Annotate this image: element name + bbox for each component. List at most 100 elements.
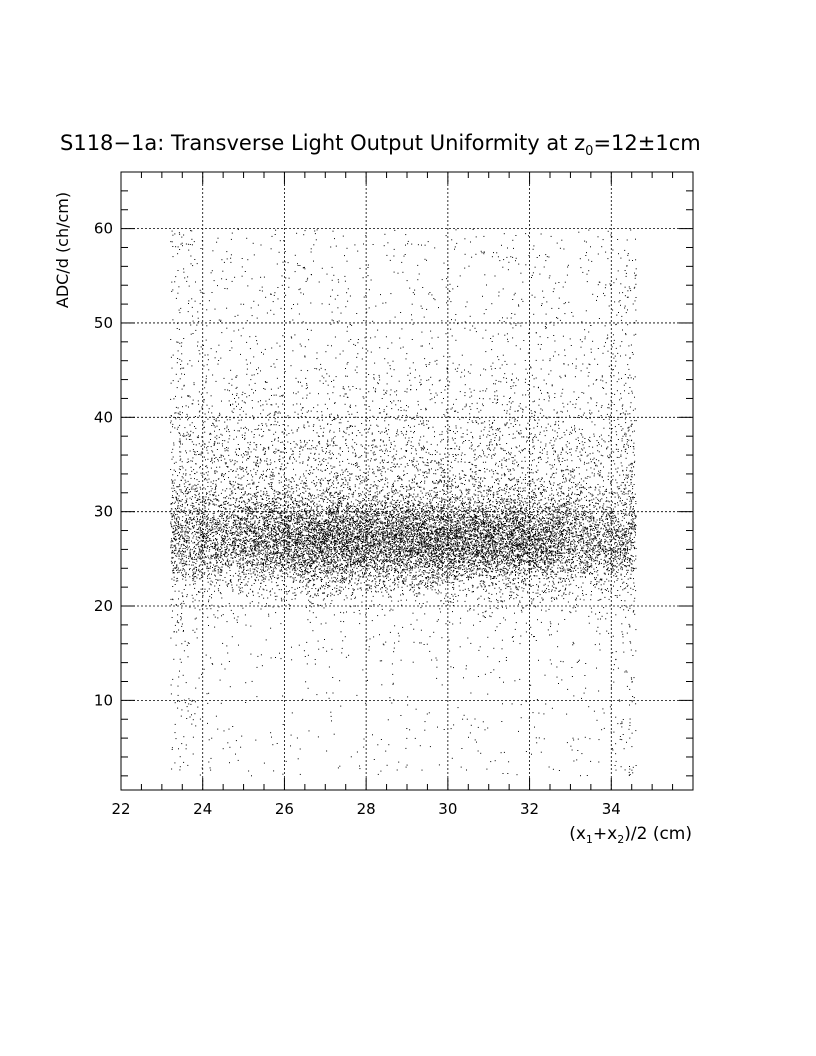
data-point: [618, 486, 620, 488]
data-point: [472, 523, 474, 525]
data-point: [174, 281, 176, 283]
data-point: [293, 508, 295, 510]
data-point: [438, 529, 440, 530]
data-point: [580, 567, 582, 569]
data-point: [494, 533, 496, 535]
data-point: [476, 505, 478, 507]
data-point: [509, 536, 511, 538]
data-point: [419, 555, 421, 557]
data-point: [356, 525, 358, 526]
data-point: [279, 522, 281, 524]
data-point: [208, 408, 210, 410]
data-point: [414, 737, 416, 739]
data-point: [374, 555, 376, 557]
data-point: [470, 408, 472, 410]
data-point: [459, 535, 461, 537]
data-point: [581, 341, 583, 343]
data-point: [230, 553, 232, 555]
data-point: [273, 475, 275, 477]
data-point: [302, 504, 303, 506]
data-point: [513, 501, 515, 503]
data-point: [192, 403, 194, 405]
data-point: [190, 554, 192, 556]
data-point: [348, 558, 350, 560]
data-point: [171, 513, 173, 515]
data-point: [627, 476, 629, 478]
data-point: [436, 535, 438, 537]
data-point: [530, 512, 532, 513]
data-point: [513, 463, 515, 465]
data-point: [464, 484, 466, 485]
data-point: [474, 560, 476, 562]
data-point: [346, 549, 348, 551]
data-point: [606, 630, 608, 632]
data-point: [327, 566, 329, 568]
data-point: [175, 395, 176, 397]
data-point: [241, 530, 243, 532]
data-point: [547, 497, 549, 499]
data-point: [428, 547, 430, 549]
data-point: [530, 367, 532, 369]
data-point: [557, 528, 559, 530]
data-point: [572, 403, 574, 405]
data-point: [305, 512, 306, 514]
data-point: [358, 549, 360, 551]
data-point: [270, 462, 272, 464]
data-point: [433, 550, 434, 552]
data-point: [320, 428, 322, 430]
data-point: [452, 602, 454, 603]
data-point: [523, 530, 525, 532]
data-point: [338, 422, 340, 424]
data-point: [409, 287, 411, 289]
data-point: [623, 529, 625, 531]
data-point: [350, 566, 352, 568]
data-point: [171, 281, 173, 283]
data-point: [373, 485, 375, 487]
data-point: [614, 556, 616, 558]
data-point: [416, 531, 418, 533]
data-point: [205, 538, 207, 540]
data-point: [440, 592, 442, 594]
data-point: [536, 425, 538, 427]
data-point: [570, 448, 572, 450]
data-point: [377, 554, 379, 556]
data-point: [445, 456, 447, 458]
data-point: [425, 566, 427, 568]
data-point: [375, 485, 377, 487]
data-point: [180, 443, 181, 445]
data-point: [595, 527, 597, 529]
data-point: [491, 539, 493, 540]
data-point: [346, 518, 347, 520]
data-point: [251, 562, 253, 564]
data-point: [377, 568, 379, 570]
data-point: [570, 502, 572, 504]
data-point: [290, 576, 292, 578]
data-point: [333, 594, 335, 596]
data-point: [254, 527, 256, 529]
data-point: [594, 536, 596, 538]
data-point: [280, 522, 282, 523]
data-point: [530, 519, 532, 521]
data-point: [271, 404, 273, 406]
data-point: [243, 572, 245, 574]
data-point: [544, 489, 546, 491]
data-point: [477, 586, 479, 588]
data-point: [367, 552, 369, 553]
data-point: [337, 594, 339, 596]
data-point: [357, 547, 359, 549]
data-point: [174, 562, 175, 564]
data-point: [449, 501, 451, 503]
data-point: [425, 364, 427, 366]
data-point: [304, 356, 306, 358]
data-point: [373, 524, 375, 526]
data-point: [318, 564, 320, 566]
data-point: [550, 531, 552, 533]
data-point: [454, 535, 455, 537]
data-point: [408, 512, 410, 514]
data-point: [199, 550, 201, 552]
data-point: [185, 481, 187, 483]
data-point: [580, 267, 582, 269]
data-point: [448, 298, 450, 300]
data-point: [282, 544, 284, 546]
data-point: [570, 530, 572, 532]
